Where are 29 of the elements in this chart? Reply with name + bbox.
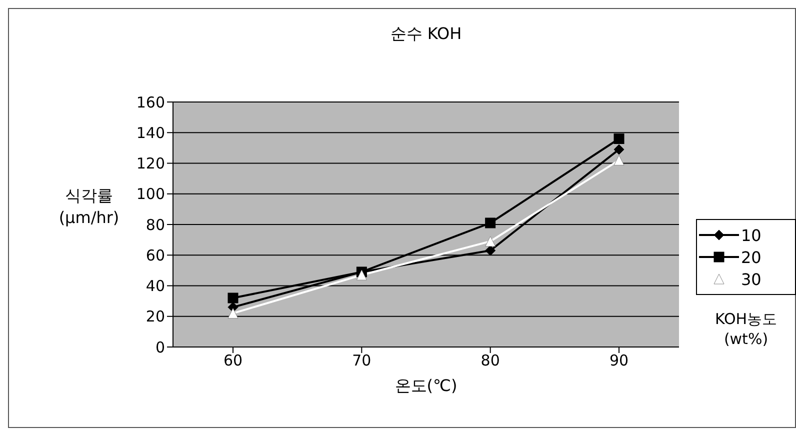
y-tick-label: 80 <box>146 216 165 234</box>
x-tick-label: 60 <box>223 352 243 370</box>
y-tick-label: 40 <box>146 277 165 296</box>
point <box>485 218 496 228</box>
y-tick-label: 20 <box>146 308 165 326</box>
x-tick-label: 90 <box>609 352 629 370</box>
y-tick-label: 60 <box>146 246 165 264</box>
point <box>614 154 624 166</box>
legend-label: 10 <box>741 226 762 244</box>
y-tick-label: 0 <box>155 338 165 356</box>
x-tick-label: 70 <box>352 352 372 370</box>
point <box>485 236 496 247</box>
legend-label: 30 <box>741 270 762 288</box>
y-axis-title: 식각률 (μm/hr) <box>58 186 120 227</box>
point <box>228 292 238 304</box>
chart-title: 순수 KOH <box>390 24 462 43</box>
point <box>485 245 496 256</box>
point <box>614 134 624 144</box>
x-tick-label: 80 <box>480 352 500 370</box>
y-tick-label: 120 <box>136 154 165 173</box>
legend-label: 20 <box>741 248 762 266</box>
y-tick-label: 160 <box>136 93 165 112</box>
point <box>228 308 238 319</box>
y-tick-label: 140 <box>136 124 165 142</box>
y-tick-label: 100 <box>136 185 165 204</box>
point <box>356 270 367 280</box>
point <box>614 144 624 155</box>
legend-title: KOH농도 (wt%) <box>714 309 778 349</box>
x-axis-title: 온도(℃) <box>394 376 458 395</box>
